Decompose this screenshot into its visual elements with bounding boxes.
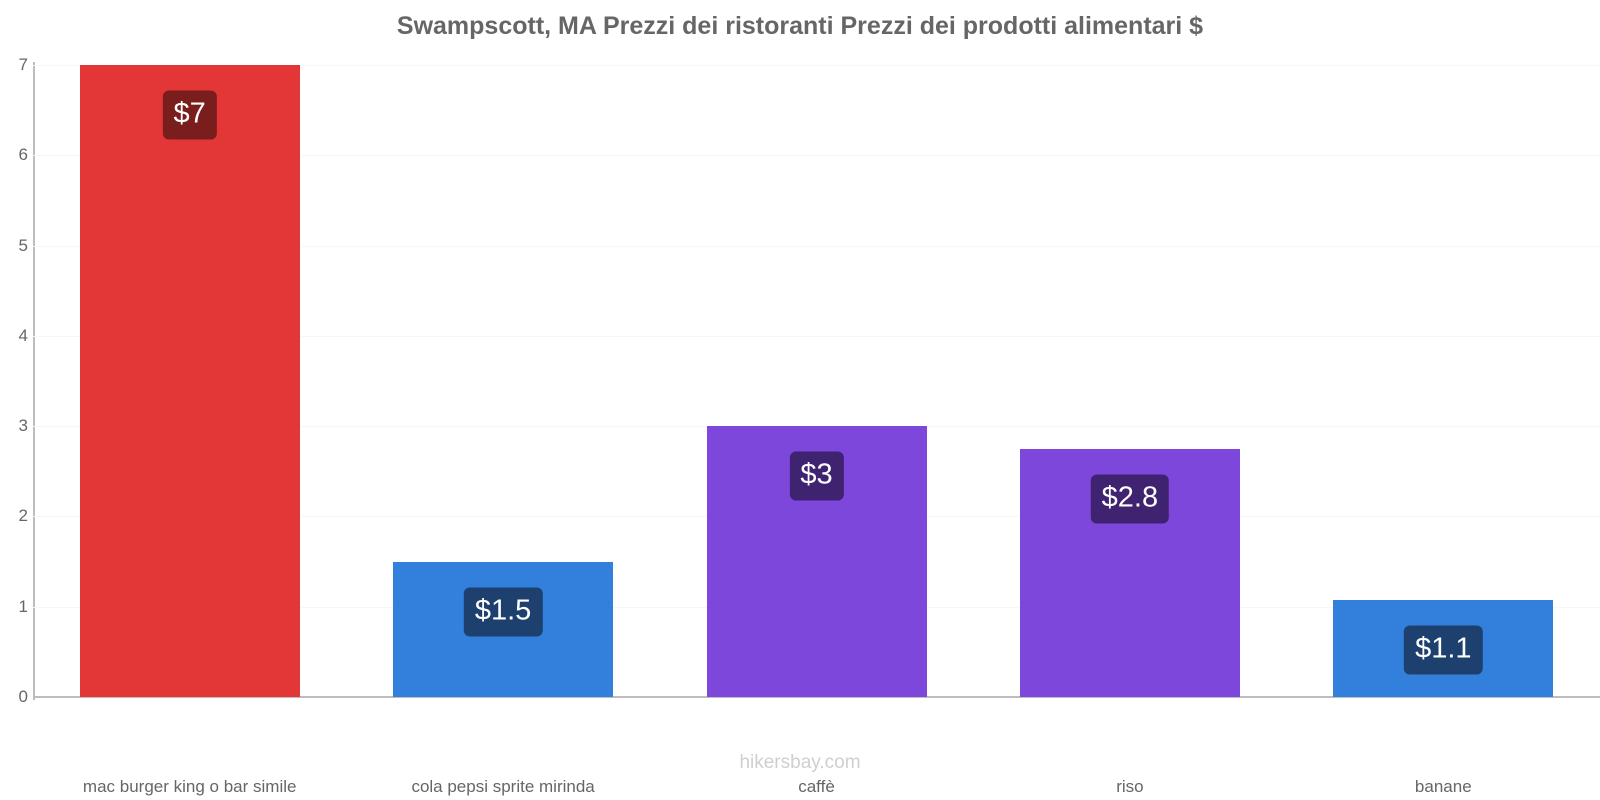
bar-value-label: $1.5 <box>463 587 543 637</box>
y-axis-tick-label: 3 <box>18 416 28 436</box>
x-axis-category-label: mac burger king o bar simile <box>82 777 297 796</box>
bar-value-label: $7 <box>162 90 217 140</box>
plot-area: 0 1 2 3 4 5 6 7 $7 mac burger king o bar simile $1… <box>19 55 1600 796</box>
y-axis-tick-label: 5 <box>18 235 28 255</box>
bar-value-label: $3 <box>789 451 844 501</box>
y-axis-tick-label: 7 <box>18 55 28 74</box>
bar-value-label: $2.8 <box>1090 474 1170 524</box>
y-axis-tick-mark <box>60 697 67 698</box>
y-axis-tick-label: 0 <box>18 687 28 706</box>
source-watermark: hikersbay.com <box>739 752 861 773</box>
x-axis-category-label: riso <box>1116 777 1144 796</box>
x-axis-line <box>33 696 1600 698</box>
x-axis-category-label: cola pepsi sprite mirinda <box>411 777 595 796</box>
gridline <box>33 155 1600 157</box>
y-axis-tick-label: 4 <box>18 325 28 345</box>
gridline <box>33 65 1600 66</box>
gridline <box>33 335 1600 337</box>
y-axis-line <box>33 62 35 700</box>
x-axis-category-label: banane <box>1414 777 1472 796</box>
gridline <box>33 245 1600 247</box>
y-axis-tick-label: 2 <box>18 506 28 526</box>
y-axis-tick-label: 1 <box>18 596 28 616</box>
bar[interactable] <box>79 65 300 697</box>
y-axis-tick-label: 6 <box>18 145 28 165</box>
bar-value-label: $1.1 <box>1404 625 1483 675</box>
chart-title: Swampscott, MA Prezzi dei ristoranti Pre… <box>396 12 1204 40</box>
x-axis-category-label: caffè <box>798 777 835 796</box>
